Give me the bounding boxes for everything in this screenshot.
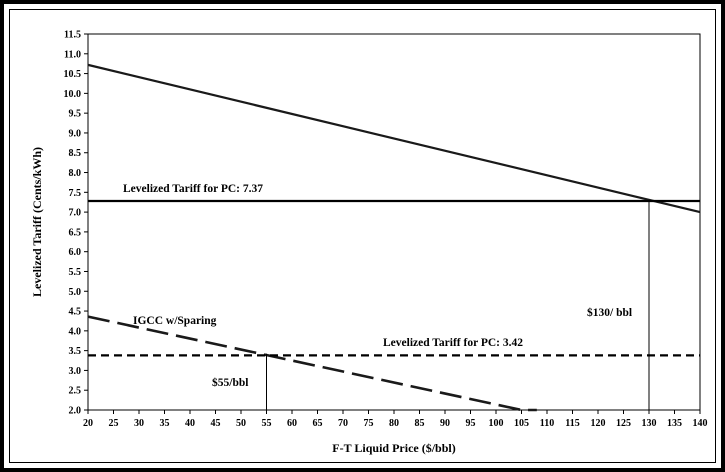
x-tick-label: 120 (591, 418, 606, 429)
x-tick-label: 35 (160, 418, 170, 429)
x-tick-label: 140 (693, 418, 708, 429)
x-tick-label: 130 (642, 418, 657, 429)
y-tick-label: 9.0 (69, 128, 82, 139)
annotation-price-130: $130/ bbl (587, 306, 632, 319)
x-tick-label: 105 (514, 418, 529, 429)
y-tick-label: 6.5 (69, 227, 82, 238)
x-tick-label: 70 (338, 418, 348, 429)
x-tick-label: 90 (440, 418, 450, 429)
annotation-pc-low: Levelized Tariff for PC: 3.42 (383, 337, 523, 349)
y-tick-label: 4.5 (69, 307, 82, 318)
series-layer (87, 63, 701, 412)
x-tick-label: 110 (540, 418, 554, 429)
y-tick-label: 10.0 (64, 89, 82, 100)
series-line-pc-solid (87, 63, 701, 214)
x-tick-label: 135 (667, 418, 682, 429)
y-tick-label: 11.5 (64, 30, 81, 41)
x-tick-label: 80 (389, 418, 399, 429)
x-tick-label: 95 (466, 418, 476, 429)
x-axis-title: F-T Liquid Price ($/bbl) (332, 441, 455, 455)
x-tick-label: 115 (565, 418, 579, 429)
y-tick-label: 9.5 (69, 109, 82, 120)
y-tick-label: 6.0 (69, 247, 82, 258)
x-tick-label: 20 (83, 418, 93, 429)
annotation-price-55: $55/bbl (212, 376, 248, 389)
y-tick-label: 7.0 (69, 208, 82, 219)
y-tick-label: 8.0 (69, 168, 82, 179)
y-axis-title: Levelized Tariff (Cents/kWh) (30, 147, 44, 297)
chart-inner-border (9, 9, 716, 463)
x-tick-label: 45 (211, 418, 221, 429)
x-tick-label: 100 (489, 418, 504, 429)
x-tick-label: 85 (415, 418, 425, 429)
y-tick-label: 5.0 (69, 287, 82, 298)
y-tick-label: 8.5 (69, 148, 82, 159)
y-tick-label: 3.0 (69, 366, 82, 377)
x-tick-label: 50 (236, 418, 246, 429)
y-axis: 2.0 2.5 3.0 3.5 4.0 4.5 5.0 5.5 6.0 6.5 7.0 7.5 8.0 8… (64, 30, 88, 417)
plot-area (87, 33, 701, 411)
x-tick-label: 65 (313, 418, 323, 429)
y-tick-label: 5.5 (69, 267, 82, 278)
y-tick-label: 2.5 (69, 386, 82, 397)
y-tick-label: 4.0 (69, 326, 82, 337)
x-tick-label: 30 (134, 418, 144, 429)
x-axis: 20 25 30 35 40 45 50 55 60 65 70 75 80 85 90 95 100 105 11… (83, 410, 708, 429)
x-tick-label: 55 (262, 418, 272, 429)
y-tick-label: 7.5 (69, 188, 82, 199)
x-tick-label: 40 (185, 418, 195, 429)
y-tick-label: 2.0 (69, 406, 82, 417)
y-tick-label: 3.5 (69, 346, 82, 357)
x-tick-label: 25 (109, 418, 119, 429)
x-tick-label: 75 (364, 418, 374, 429)
y-tick-label: 10.5 (64, 69, 82, 80)
series-line-igcc-dashed (87, 315, 537, 412)
x-tick-label: 60 (287, 418, 297, 429)
annotation-igcc: IGCC w/Sparing (133, 315, 217, 327)
x-tick-label: 125 (616, 418, 631, 429)
y-tick-label: 11.0 (64, 49, 81, 60)
annotation-pc-high: Levelized Tariff for PC: 7.37 (123, 183, 263, 195)
